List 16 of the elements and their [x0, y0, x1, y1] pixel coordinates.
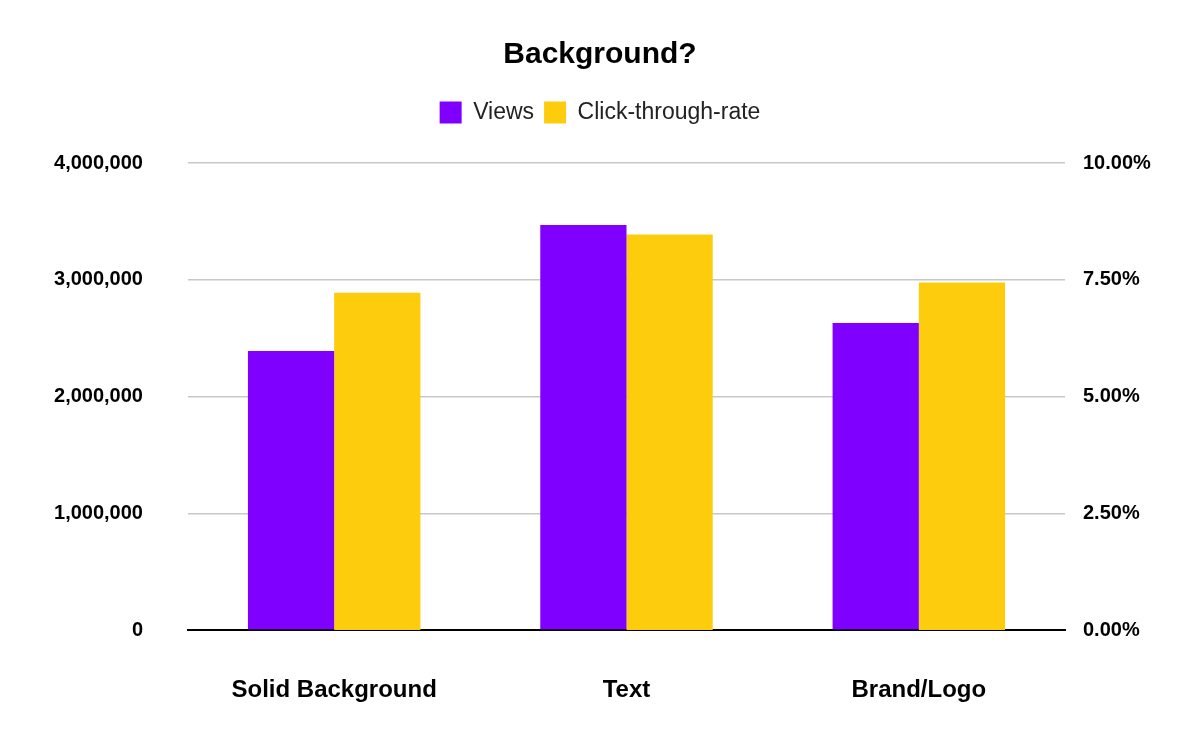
y-tick-label: 3,000,000 — [54, 267, 143, 290]
y-tick-label: 0 — [131, 617, 143, 640]
y2-tick-label: 0.00% — [1083, 617, 1140, 640]
y-tick-label: 1,000,000 — [54, 500, 143, 523]
y-tick-label: 4,000,000 — [54, 150, 143, 173]
legend-label: Views — [473, 97, 535, 124]
chart-title: Background? — [503, 36, 697, 70]
y2-tick-label: 5.00% — [1083, 384, 1140, 407]
y-tick-label: 2,000,000 — [54, 384, 143, 407]
y2-tick-label: 2.50% — [1083, 500, 1140, 523]
x-tick-label: Text — [602, 675, 651, 703]
x-tick-label: Brand/Logo — [851, 675, 987, 703]
y2-tick-label: 7.50% — [1083, 267, 1140, 290]
legend-label: Click-through-rate — [577, 97, 761, 124]
y2-tick-label: 10.00% — [1083, 150, 1152, 173]
x-tick-label: Solid Background — [231, 675, 437, 703]
